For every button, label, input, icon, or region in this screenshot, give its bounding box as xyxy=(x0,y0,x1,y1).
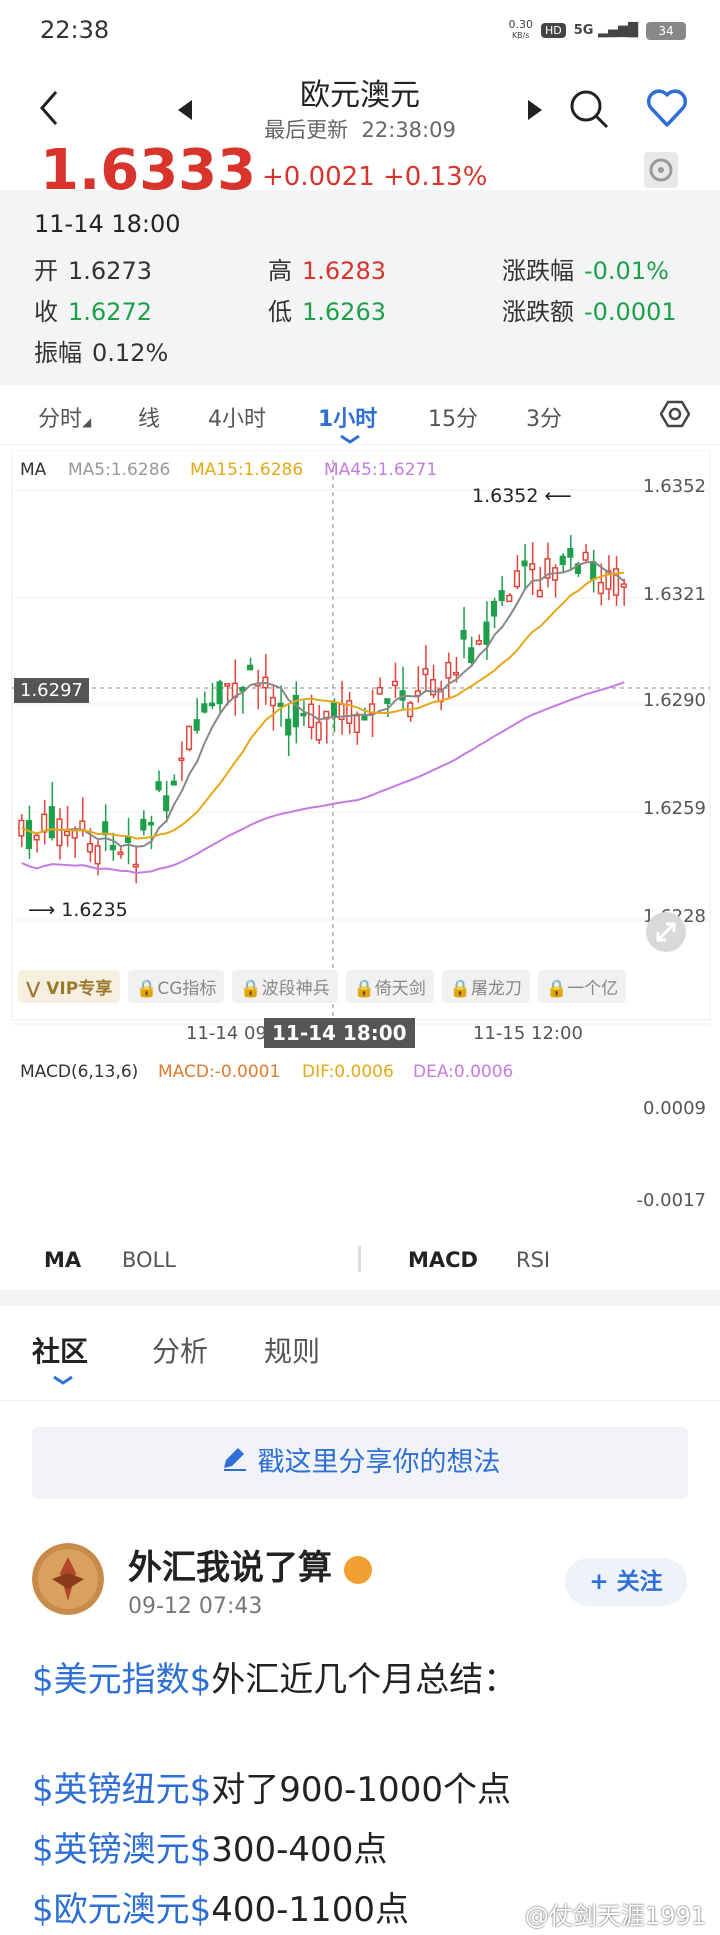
section-divider xyxy=(0,1290,720,1306)
lock-icon: 🔒 xyxy=(545,979,568,999)
time-tick: 11-14 09 xyxy=(186,1023,267,1044)
candle-datetime: 11-14 18:00 xyxy=(34,210,181,238)
price-tick: 1.6321 xyxy=(643,584,706,605)
tab-rules[interactable]: 规则 xyxy=(264,1335,321,1368)
post-line: $欧元澳元$400-1100点 xyxy=(32,1890,409,1930)
tab-4h[interactable]: 4小时 xyxy=(208,407,266,432)
lock-item-cg[interactable]: 🔒CG指标 xyxy=(128,970,225,1003)
plus-icon: + xyxy=(589,1569,609,1595)
prev-symbol-icon[interactable] xyxy=(178,100,192,124)
tab-1h[interactable]: 1小时 xyxy=(318,407,378,432)
post-line: $英镑澳元$300-400点 xyxy=(32,1830,388,1870)
crosshair-price: 1.6297 xyxy=(14,678,89,703)
candlestick-chart[interactable] xyxy=(0,450,720,1040)
hd-badge: HD xyxy=(541,23,566,38)
divider xyxy=(358,1246,361,1272)
vip-badge[interactable]: ⋁ VIP专享 xyxy=(18,970,121,1003)
tab-boll[interactable]: BOLL xyxy=(122,1248,176,1272)
post-line: $英镑纽元$对了900-1000个点 xyxy=(32,1770,511,1810)
tab-3m[interactable]: 3分 xyxy=(526,407,562,432)
network-speed: 0.30 KB/s xyxy=(508,18,534,40)
indicator-tabs: MA BOLL MACD RSI xyxy=(0,1230,720,1290)
macd-value: MACD:-0.0001 xyxy=(158,1062,281,1082)
post-username[interactable]: 外汇我说了算 xyxy=(128,1540,372,1589)
tab-15m[interactable]: 15分 xyxy=(428,407,478,432)
tab-analysis[interactable]: 分析 xyxy=(152,1335,209,1368)
next-symbol-icon[interactable] xyxy=(528,100,542,124)
community-tab-indicator xyxy=(52,1370,74,1389)
signal-icon: 5G ▂▄▆█ xyxy=(573,23,638,38)
follow-button[interactable]: + 关注 xyxy=(565,1558,687,1606)
topic-tag[interactable]: $欧元澳元$ xyxy=(32,1890,212,1930)
pct-row: 涨跌幅 -0.01% xyxy=(502,257,669,285)
back-icon[interactable] xyxy=(38,90,60,130)
amt-row: 涨跌额 -0.0001 xyxy=(502,298,677,326)
status-bar: 22:38 0.30 KB/s HD 5G ▂▄▆█ 34 xyxy=(0,0,720,64)
price-tick: 1.6352 xyxy=(643,476,706,497)
price-tick: 1.6259 xyxy=(643,798,706,819)
lock-item-sword[interactable]: 🔒倚天剑 xyxy=(345,970,434,1003)
pencil-icon xyxy=(220,1428,248,1500)
refresh-icon[interactable] xyxy=(644,152,678,188)
last-update: 最后更新 22:38:09 xyxy=(264,118,456,142)
high-marker: 1.6352 ⟵ xyxy=(472,485,572,507)
lock-icon: 🔒 xyxy=(240,979,262,999)
price-tick: 1.6290 xyxy=(643,690,706,711)
expand-chart-icon[interactable] xyxy=(646,912,686,952)
current-price: 1.6333 xyxy=(40,140,257,190)
tab-line[interactable]: 线 xyxy=(138,407,161,432)
tab-active-indicator xyxy=(339,429,361,448)
topic-tag[interactable]: $美元指数$ xyxy=(32,1660,212,1700)
low-row: 低 1.6263 xyxy=(268,298,386,326)
price-change: +0.0021 +0.13% xyxy=(262,162,488,192)
macd-tick: -0.0017 xyxy=(636,1190,706,1211)
lock-icon: 🔒 xyxy=(449,979,471,999)
dif-value: DIF:0.0006 xyxy=(302,1062,394,1082)
watermark: @仗剑天涯1991 xyxy=(524,1902,706,1930)
ma45-value: MA45:1.6271 xyxy=(324,460,438,480)
post-line: $美元指数$外汇近几个月总结： xyxy=(32,1660,518,1700)
ma5-value: MA5:1.6286 xyxy=(68,460,171,480)
dea-value: DEA:0.0006 xyxy=(413,1062,514,1082)
ohlc-panel: 11-14 18:00 开 1.6273 收 1.6272 振幅 0.12% 高 1.6… xyxy=(0,190,720,385)
indicator-shop-bar: ⋁ VIP专享 🔒CG指标 🔒波段神兵 🔒倚天剑 🔒屠龙刀 🔒一个亿 xyxy=(18,970,627,1003)
chart-settings-icon[interactable] xyxy=(659,399,691,433)
avatar[interactable] xyxy=(32,1543,104,1615)
topic-tag[interactable]: $英镑纽元$ xyxy=(32,1770,212,1810)
lock-item-dragon[interactable]: 🔒屠龙刀 xyxy=(441,970,530,1003)
close-row: 收 1.6272 xyxy=(34,298,152,326)
lock-item-billion[interactable]: 🔒一个亿 xyxy=(537,970,627,1003)
ma15-value: MA15:1.6286 xyxy=(190,460,304,480)
status-time: 22:38 xyxy=(40,16,110,44)
ma-label: MA xyxy=(20,460,47,480)
search-icon[interactable] xyxy=(568,88,610,134)
lock-icon: 🔒 xyxy=(353,979,375,999)
tab-rsi[interactable]: RSI xyxy=(516,1248,551,1272)
time-tick: 11-15 12:00 xyxy=(473,1023,583,1044)
amplitude-row: 振幅 0.12% xyxy=(34,339,169,367)
share-thought-input[interactable]: 戳这里分享你的想法 xyxy=(32,1427,688,1499)
low-marker: ⟶ 1.6235 xyxy=(28,899,128,921)
high-row: 高 1.6283 xyxy=(268,257,386,285)
post-time: 09-12 07:43 xyxy=(128,1594,263,1619)
topic-tag[interactable]: $英镑澳元$ xyxy=(32,1830,212,1870)
battery-icon: 34 xyxy=(646,21,686,40)
tab-timeshare[interactable]: 分时◢ xyxy=(38,407,92,432)
favorite-heart-icon[interactable] xyxy=(646,88,688,132)
crosshair-time: 11-14 18:00 xyxy=(264,1018,415,1048)
level-badge-icon xyxy=(343,1555,372,1584)
tab-macd[interactable]: MACD xyxy=(408,1248,478,1272)
open-row: 开 1.6273 xyxy=(34,257,152,285)
lock-icon: 🔒 xyxy=(136,979,158,999)
macd-tick: 0.0009 xyxy=(643,1098,706,1119)
tab-ma[interactable]: MA xyxy=(44,1248,82,1272)
tab-community[interactable]: 社区 xyxy=(32,1335,89,1368)
period-tabs: 分时◢ 线 4小时 1小时 15分 3分 xyxy=(0,385,720,445)
divider xyxy=(0,1400,720,1401)
page-title: 欧元澳元 xyxy=(300,78,420,113)
lock-item-wave[interactable]: 🔒波段神兵 xyxy=(232,970,338,1003)
macd-label: MACD(6,13,6) xyxy=(20,1062,139,1082)
